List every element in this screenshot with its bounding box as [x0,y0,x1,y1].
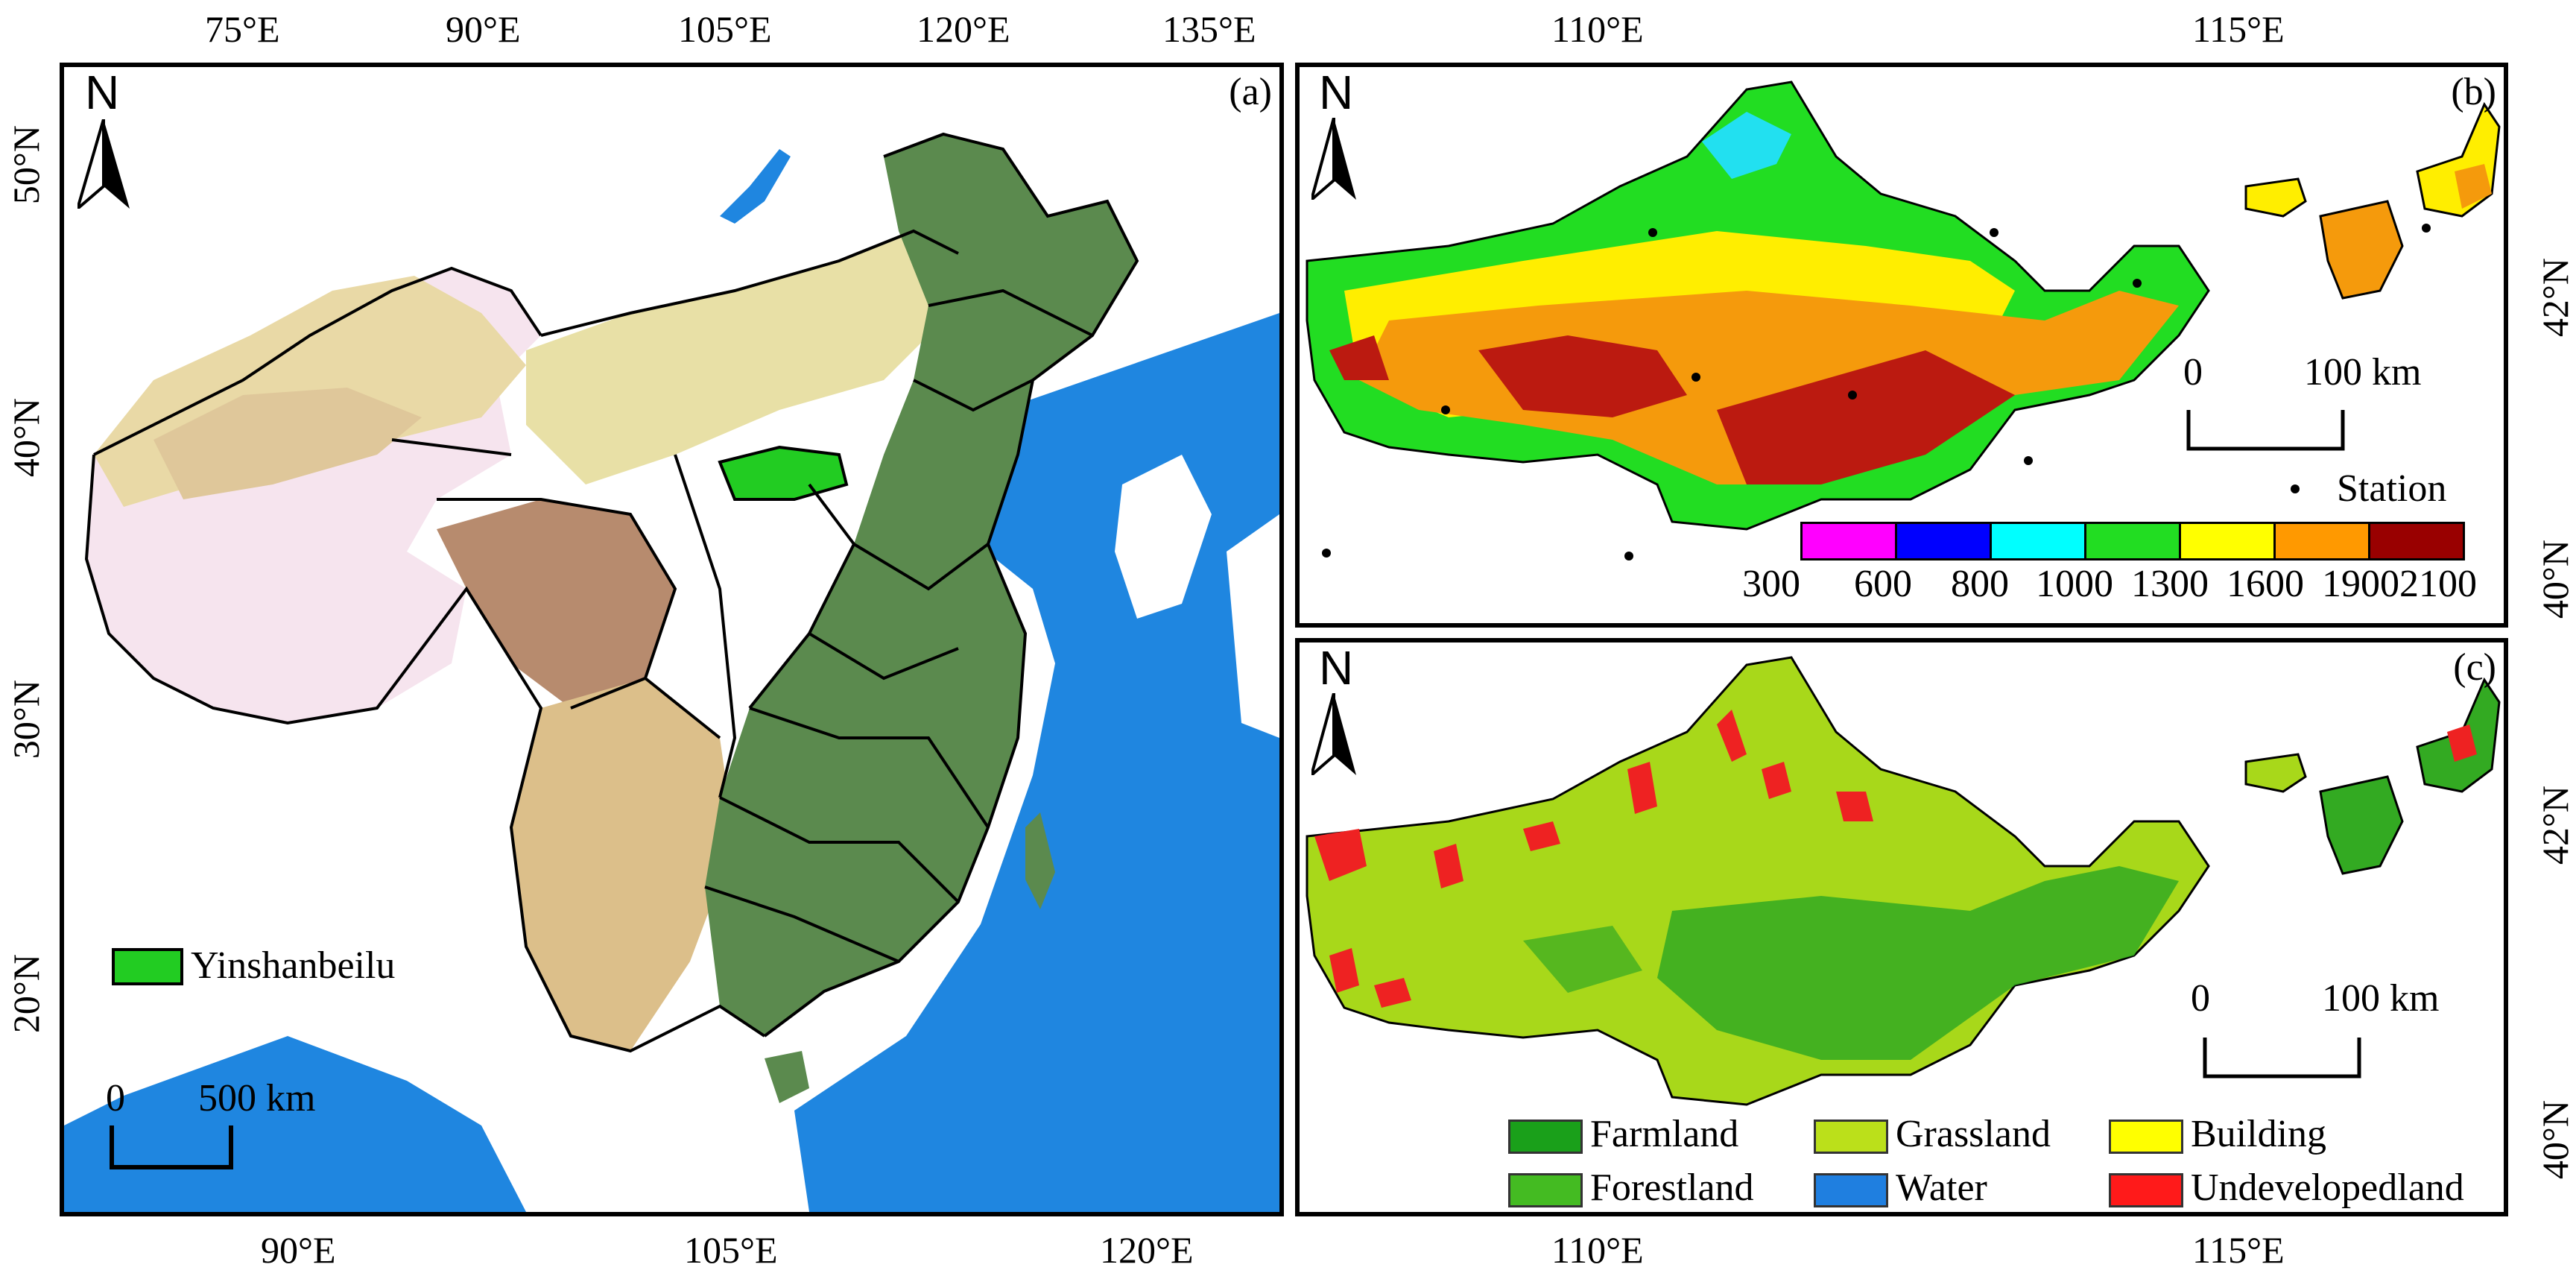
panel-a-scalebar-label: 500 km [198,1077,316,1120]
land-use-east-1 [2244,753,2307,793]
colorbar-label: 300 [1742,563,1800,605]
elevation-zone-1000 [1702,112,1791,179]
legend-swatch-building [2109,1120,2183,1154]
panel-c-map-frame: N (c) 0 100 km Farmland Grassland Buildi… [1295,638,2508,1216]
colorbar-label: 19002100 [2322,563,2477,605]
panel-a-left-tick: 40°N [5,397,47,478]
colorbar-cell [2368,522,2465,561]
legend-label-water: Water [1896,1166,1987,1209]
japan-land [1227,514,1279,738]
panel-c-scalebar [2203,1038,2361,1079]
colorbar-cell [1990,522,2086,561]
qilian-mountains [437,499,675,708]
colorbar-label: 800 [1951,563,2009,605]
panel-a-bottom-tick: 105°E [684,1229,778,1271]
legend-swatch-grassland [1814,1120,1888,1154]
study-region-east-3-orange [2455,164,2492,209]
colorbar-label: 1600 [2227,563,2304,605]
legend-label-yinshanbeilu: Yinshanbeilu [191,944,396,987]
elevation-zone-2100-far-west [1329,335,1389,380]
panel-a-scalebar [110,1125,233,1169]
legend-swatch-undevelopedland [2109,1173,2183,1207]
colorbar-cell [2084,522,2181,561]
colorbar-label: 600 [1854,563,1912,605]
panel-b-letter: (b) [2451,71,2496,113]
panel-c-scalebar-zero: 0 [2191,977,2210,1020]
panel-b-north-arrow-icon [1311,118,1356,200]
panel-a-left-tick: 20°N [5,953,47,1034]
colorbar-cell [2273,522,2370,561]
land-use-map [1300,642,2504,1212]
north-plain [526,231,958,484]
panel-b-right-tick: 40°N [2534,539,2576,619]
legend-swatch-water [1814,1173,1888,1207]
legend-label-grassland: Grassland [1896,1113,2051,1155]
panel-a-north-arrow-icon [77,119,130,209]
panel-b-map-frame: N (b) 0 100 km Station 300 600 800 1000 … [1295,63,2508,628]
tarim-basin [154,388,422,499]
legend-label-undevelopedland: Undevelopedland [2191,1166,2464,1209]
panel-c-letter: (c) [2453,646,2496,689]
colorbar-cell [1895,522,1992,561]
station-legend-label: Station [2337,467,2447,510]
legend-swatch-yinshanbeilu [112,948,183,985]
hainan-island [765,1051,809,1103]
legend-swatch-forestland [1508,1173,1583,1207]
panel-b-scalebar-label: 100 km [2304,351,2422,394]
lake-baikal [720,149,791,224]
china-map [64,67,1279,1212]
panel-b-top-tick: 110°E [1551,8,1644,50]
panel-a-top-tick: 75°E [205,8,280,50]
panel-a-north-label: N [85,66,120,119]
study-region-east-2 [2319,200,2404,300]
panel-c-right-tick: 42°N [2534,785,2576,865]
legend-label-forestland: Forestland [1590,1166,1754,1209]
land-use-farmland-west [1523,926,1642,993]
panel-a-left-tick: 50°N [5,124,47,205]
panel-c-scalebar-label: 100 km [2322,977,2440,1020]
panel-a-top-tick: 120°E [917,8,1010,50]
southwest-region [511,678,735,1051]
panel-b-scalebar [2186,410,2345,451]
legend-swatch-farmland [1508,1120,1583,1154]
land-use-undeveloped [1314,710,1873,1008]
panel-b-north-label: N [1319,66,1354,119]
land-use-farmland [1657,866,2179,1060]
land-use-east-2 [2319,775,2404,875]
panel-c-north-arrow-icon [1311,693,1356,775]
legend-label-building: Building [2191,1113,2327,1155]
panel-a-top-tick: 105°E [678,8,772,50]
panel-b-right-tick: 42°N [2534,257,2576,338]
panel-c-bottom-tick: 110°E [1551,1229,1644,1271]
study-region-east-1 [2244,177,2307,218]
panel-a-top-tick: 90°E [446,8,521,50]
panel-b-scalebar-zero: 0 [2183,351,2203,394]
station-legend-icon [2291,484,2300,493]
panel-c-bottom-tick: 115°E [2192,1229,2285,1271]
colorbar-cell [1800,522,1897,561]
panel-a-top-tick: 135°E [1162,8,1256,50]
study-area-yinshanbeilu [718,445,849,501]
station-points [1322,224,2431,561]
panel-a-scalebar-zero: 0 [106,1077,125,1120]
colorbar-label: 1300 [2131,563,2209,605]
panel-a-bottom-tick: 90°E [261,1229,336,1271]
panel-c-right-tick: 40°N [2534,1099,2576,1180]
panel-c-north-label: N [1319,641,1354,695]
province-borders [84,132,1139,1053]
panel-a-bottom-tick: 120°E [1100,1229,1194,1271]
colorbar-cell [2179,522,2276,561]
elevation-zone-2100-west [1478,335,1687,417]
panel-a-left-tick: 30°N [5,679,47,760]
panel-b-top-tick: 115°E [2192,8,2285,50]
land-use-east-3-undeveloped [2447,724,2477,762]
panel-a-letter: (a) [1229,71,1272,113]
legend-label-farmland: Farmland [1590,1113,1739,1155]
colorbar-label: 1000 [2036,563,2113,605]
panel-a-map-frame: N (a) Yinshanbeilu 0 500 km [60,63,1284,1216]
korea-land [1115,455,1212,619]
elevation-zone-2100-east [1717,350,2015,484]
taiwan-island [1025,812,1055,909]
